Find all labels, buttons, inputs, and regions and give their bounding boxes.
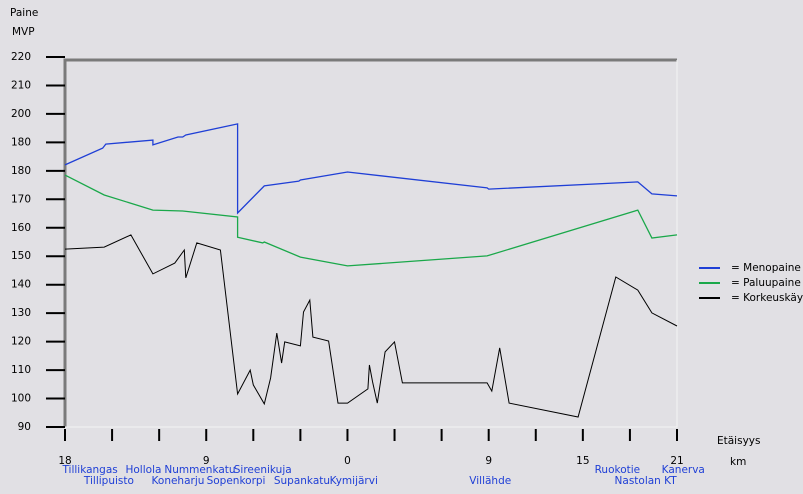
y-tick-label: 100 [11,393,31,405]
station-label: Supankatu [274,475,330,487]
station-label: Nastolan KT [615,475,678,487]
y-tick-label: 220 [11,51,31,63]
data-line [64,234,678,418]
x-tick-label: 9 [203,455,210,467]
plot-frame [63,58,677,427]
legend-label: = Paluupaine [731,277,801,289]
y-tick-label: 210 [11,79,31,91]
y-tick-label: 170 [11,193,31,205]
data-line [64,123,678,215]
y-axis-title: Paine [10,7,38,19]
y-tick-label: 180 [11,165,31,177]
y-tick-label: 120 [11,336,31,348]
plot-area [65,60,677,427]
x-axis-unit: km [730,456,746,468]
station-label: Nummenkatu [164,464,235,476]
y-tick-label: 160 [11,222,31,234]
y-tick-label: 90 [18,421,31,433]
station-label: Tillikangas [61,464,117,476]
station-label: Sireenikuja [234,464,292,476]
x-tick-label: 0 [344,455,351,467]
legend-label: = Menopaine [731,262,801,274]
x-tick-label: 9 [485,455,492,467]
y-tick-label: 200 [11,108,31,120]
station-label: Kanerva [662,464,705,476]
station-label: Kymijärvi [330,475,378,487]
y-tick-label: 130 [11,307,31,319]
station-label: Sopenkorpi [207,475,266,487]
station-label: Koneharju [152,475,205,487]
station-label: Tillipuisto [83,475,134,487]
legend-label: = Korkeuskäyrä [731,292,803,304]
y-tick-label: 110 [11,364,31,376]
y-tick-label: 140 [11,279,31,291]
x-tick-label: 21 [670,455,683,467]
plot-frame-light [65,60,678,428]
y-tick-label: 180 [11,136,31,148]
station-label: Ruokotie [595,464,641,476]
y-axis-unit: MVP [12,26,35,38]
x-axis-title: Etäisyys [717,435,760,447]
data-line [64,174,678,267]
y-tick-label: 150 [11,250,31,262]
station-label: Villähde [469,475,511,487]
station-label: Hollola [125,464,161,476]
x-tick-label: 18 [58,455,71,467]
x-tick-label: 15 [576,455,589,467]
